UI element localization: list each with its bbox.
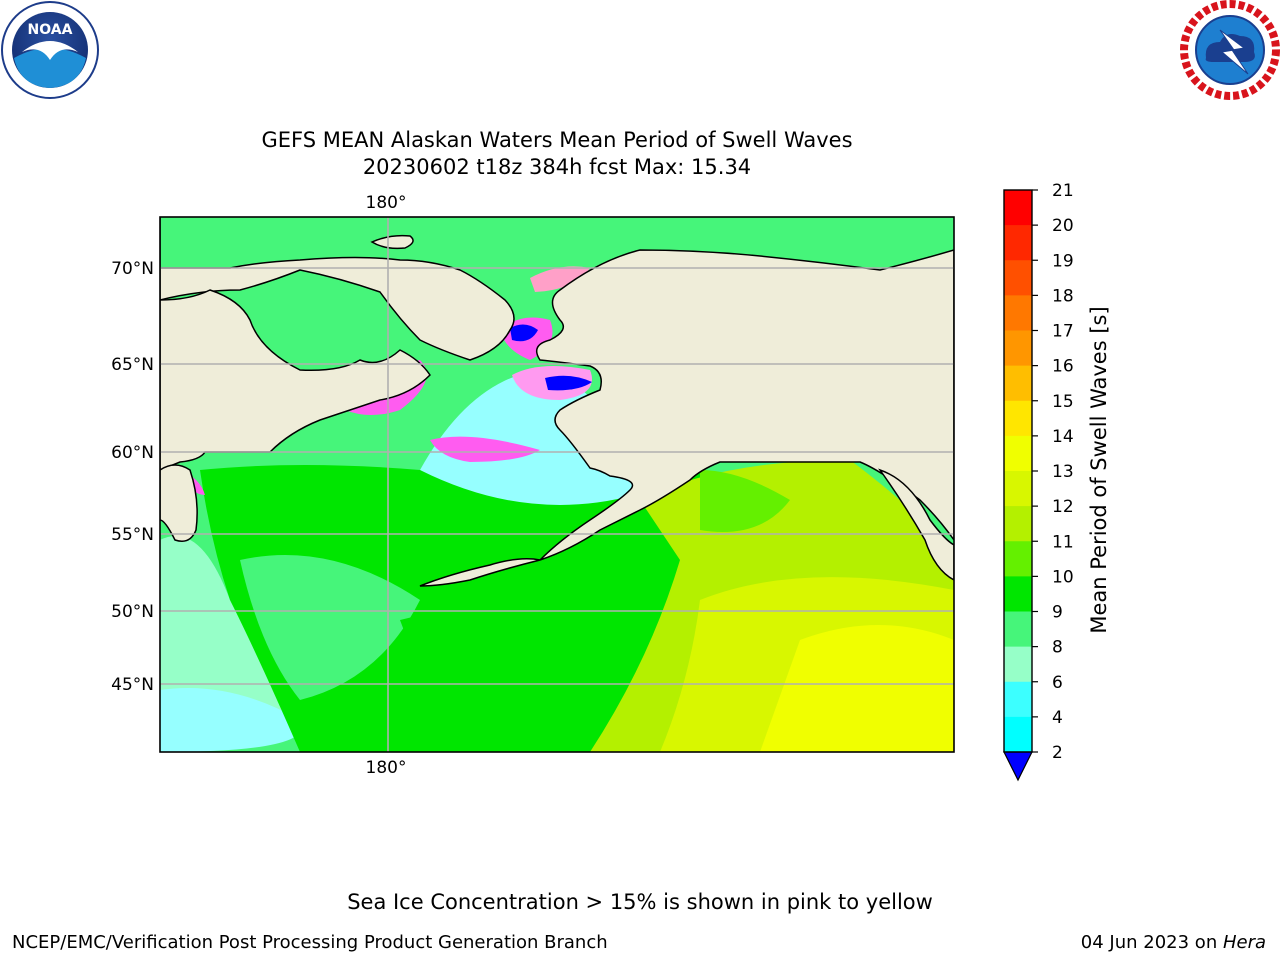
swell-field	[160, 266, 954, 752]
colorbar: 21 20 19 18 17 16 15 14 13 12 11 10 9 8 6 4 2	[1003, 181, 1074, 782]
colorbar-segment	[1004, 541, 1032, 577]
colorbar-extend-arrow	[1003, 751, 1033, 782]
colorbar-segment	[1004, 716, 1032, 753]
colorbar-segment	[1004, 681, 1032, 718]
colorbar-tick-label: 9	[1052, 603, 1063, 623]
lat-label-50: 50°N	[111, 602, 154, 622]
branch-credit: NCEP/EMC/Verification Post Processing Pr…	[12, 932, 608, 953]
date-text: 04 Jun 2023 on	[1080, 932, 1223, 953]
colorbar-segment	[1004, 576, 1032, 612]
colorbar-segment	[1004, 611, 1032, 648]
map-frame	[159, 216, 955, 753]
colorbar-segment	[1004, 225, 1032, 261]
colorbar-tick-label: 12	[1052, 497, 1074, 517]
colorbar-segment	[1004, 400, 1032, 437]
colorbar-tick-label: 21	[1052, 181, 1074, 201]
lon-label-bottom: 180°	[366, 758, 407, 778]
machine-name: Hera	[1222, 932, 1266, 953]
lat-label-60: 60°N	[111, 443, 154, 463]
nws-logo-icon	[1180, 0, 1280, 100]
colorbar-tick-label: 8	[1052, 638, 1063, 658]
lat-label-55: 55°N	[111, 525, 154, 545]
noaa-logo-icon: NOAA	[1, 1, 99, 99]
graticule	[160, 217, 954, 752]
sea-ice-note: Sea Ice Concentration > 15% is shown in …	[347, 890, 933, 914]
colorbar-segment	[1004, 471, 1032, 507]
colorbar-tick-label: 14	[1052, 427, 1074, 447]
chart-title: GEFS MEAN Alaskan Waters Mean Period of …	[261, 128, 853, 152]
colorbar-tick-label: 20	[1052, 216, 1074, 236]
colorbar-tick-label: 4	[1052, 708, 1063, 728]
colorbar-tick-label: 13	[1052, 462, 1074, 482]
colorbar-tick-label: 17	[1052, 322, 1074, 342]
colorbar-segment	[1004, 260, 1032, 296]
date-stamp: 04 Jun 2023 on Hera	[1081, 932, 1266, 953]
colorbar-segment	[1004, 646, 1032, 683]
colorbar-tick-label: 11	[1052, 532, 1074, 552]
colorbar-tick-label: 15	[1052, 392, 1074, 412]
colorbar-tick-label: 16	[1052, 357, 1074, 377]
lon-label-top: 180°	[366, 193, 407, 213]
lat-label-70: 70°N	[111, 259, 154, 279]
colorbar-tick-label: 19	[1052, 251, 1074, 271]
colorbar-tick-label: 2	[1052, 743, 1063, 763]
chart-subtitle: 20230602 t18z 384h fcst Max: 15.34	[362, 155, 752, 179]
svg-text:NOAA: NOAA	[28, 22, 73, 38]
colorbar-segment	[1004, 330, 1032, 367]
colorbar-tick-label: 6	[1052, 673, 1063, 693]
land	[160, 217, 954, 587]
colorbar-segment	[1004, 295, 1032, 331]
colorbar-segment	[1004, 435, 1032, 472]
colorbar-segment	[1004, 190, 1032, 226]
colorbar-segment	[1004, 365, 1032, 402]
land-panhandle	[878, 468, 954, 581]
colorbar-tick-label: 10	[1052, 567, 1074, 587]
colorbar-segment	[1004, 506, 1032, 542]
colorbar-tick-label: 18	[1052, 286, 1074, 306]
lat-label-45: 45°N	[111, 675, 154, 695]
lat-label-65: 65°N	[111, 355, 154, 375]
colorbar-label: Mean Period of Swell Waves [s]	[1087, 306, 1111, 633]
